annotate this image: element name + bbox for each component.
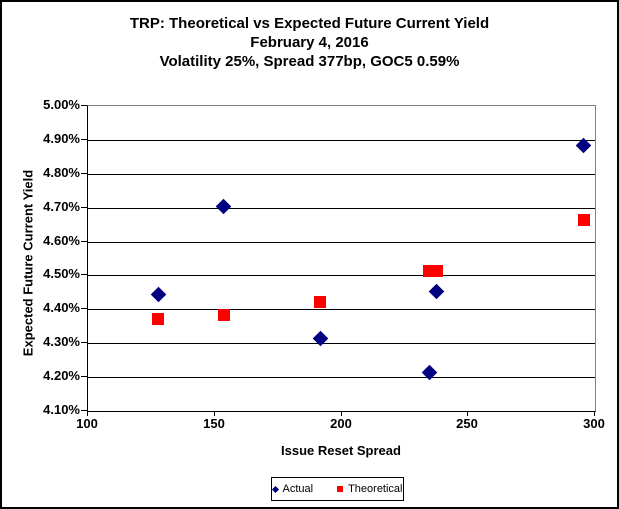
y-tick-mark (81, 139, 87, 140)
gridline (88, 242, 595, 243)
data-point-theoretical (430, 265, 443, 278)
gridline (88, 309, 595, 310)
legend-item-actual: Actual (271, 483, 314, 495)
actual-diamond-icon (271, 485, 279, 493)
x-tick-label: 300 (583, 416, 605, 431)
x-tick-mark (594, 411, 595, 416)
x-tick-label: 150 (203, 416, 225, 431)
x-axis-title: Issue Reset Spread (281, 443, 401, 458)
gridline (88, 343, 595, 344)
y-axis-title: Expected Future Current Yield (20, 169, 36, 357)
x-tick-mark (341, 411, 342, 416)
y-tick-mark (81, 376, 87, 377)
y-tick-label: 4.20% (43, 368, 80, 383)
gridline (88, 174, 595, 175)
y-tick-mark (81, 308, 87, 309)
chart-title-block: TRP: Theoretical vs Expected Future Curr… (2, 14, 617, 71)
legend-label-theoretical: Theoretical (348, 483, 403, 495)
y-tick-mark (81, 274, 87, 275)
chart-title: TRP: Theoretical vs Expected Future Curr… (129, 15, 490, 32)
data-point-theoretical (314, 295, 327, 308)
y-tick-label: 4.10% (43, 402, 80, 417)
y-tick-mark (81, 410, 87, 411)
data-point-theoretical (217, 309, 230, 322)
x-tick-label: 250 (456, 416, 478, 431)
x-tick-mark (87, 411, 88, 416)
y-tick-label: 5.00% (43, 97, 80, 112)
legend-label-actual: Actual (282, 483, 314, 495)
y-tick-mark (81, 105, 87, 106)
y-tick-mark (81, 342, 87, 343)
data-point-theoretical (577, 214, 590, 227)
chart-subtitle-date: February 4, 2016 (250, 34, 369, 51)
data-point-theoretical (152, 312, 164, 325)
legend: Actual Theoretical (271, 477, 404, 501)
y-tick-label: 4.40% (43, 300, 80, 315)
y-tick-mark (81, 173, 87, 174)
y-tick-label: 4.90% (43, 131, 80, 146)
x-tick-label: 200 (330, 416, 352, 431)
y-tick-label: 4.50% (43, 266, 80, 281)
plot-area (87, 105, 596, 412)
gridline (88, 208, 595, 209)
y-tick-mark (81, 207, 87, 208)
gridline (88, 377, 595, 378)
gridline (88, 275, 595, 276)
y-tick-mark (81, 241, 87, 242)
y-tick-label: 4.30% (43, 334, 80, 349)
x-tick-label: 100 (76, 416, 98, 431)
theoretical-square-icon (337, 486, 344, 492)
x-tick-mark (214, 411, 215, 416)
chart-subtitle-params: Volatility 25%, Spread 377bp, GOC5 0.59% (159, 53, 460, 70)
x-tick-mark (467, 411, 468, 416)
legend-item-theoretical: Theoretical (337, 483, 403, 495)
y-tick-label: 4.70% (43, 199, 80, 214)
y-tick-label: 4.60% (43, 233, 80, 248)
gridline (88, 140, 595, 141)
y-tick-label: 4.80% (43, 165, 80, 180)
